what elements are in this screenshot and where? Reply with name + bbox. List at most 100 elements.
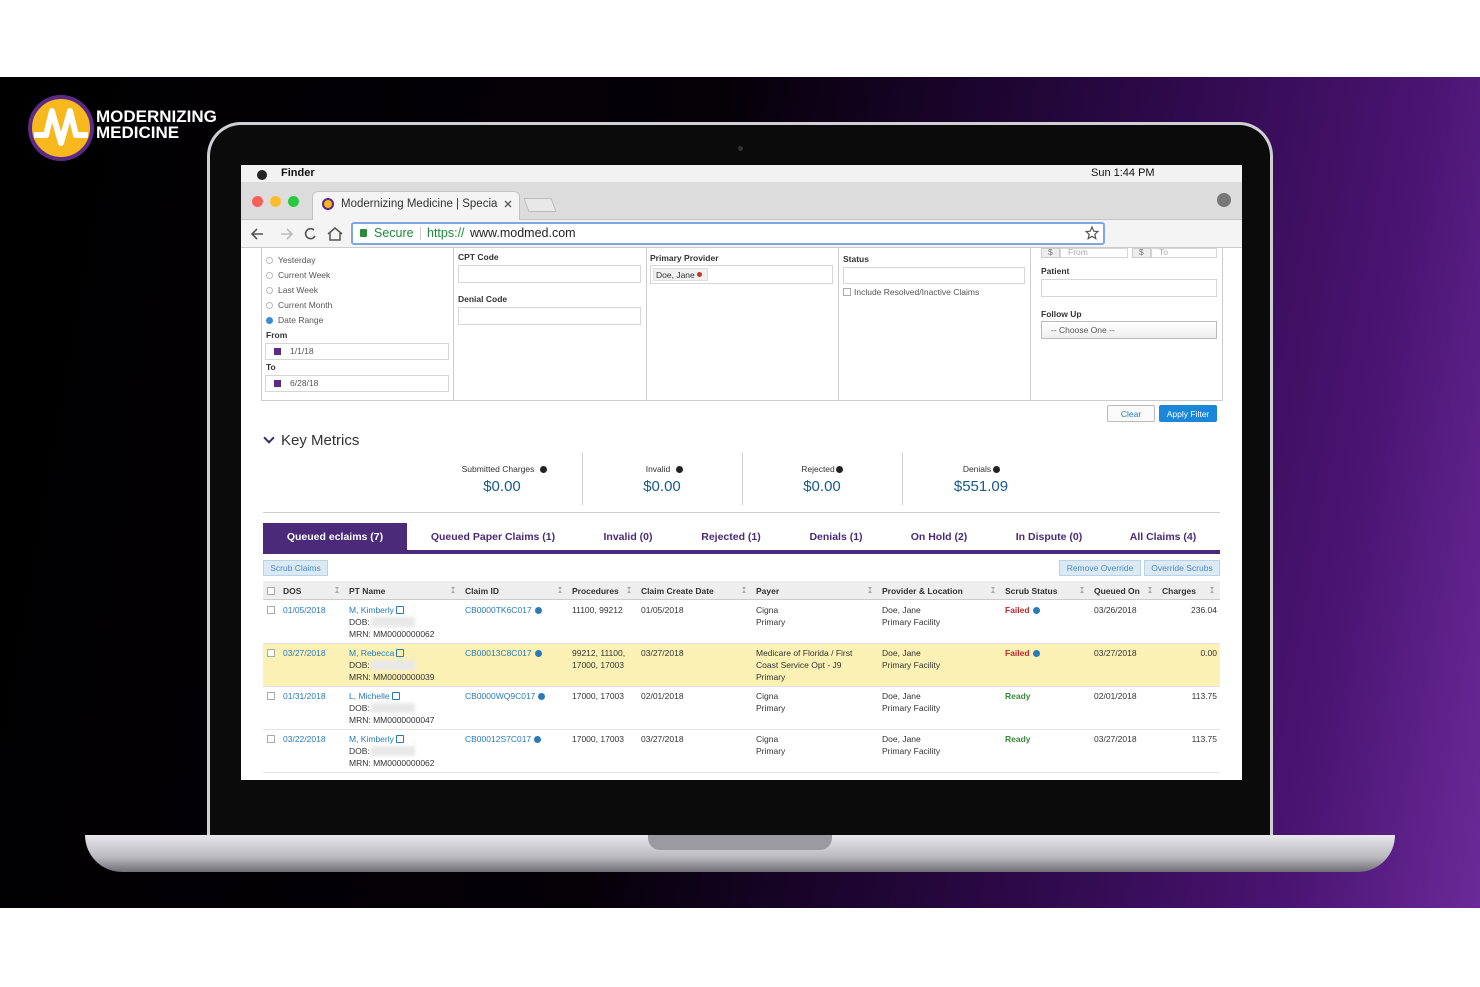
field-label: Primary Provider (650, 253, 719, 263)
tab[interactable]: In Dispute (0) (1015, 531, 1083, 543)
tab[interactable]: On Hold (2) (910, 531, 968, 543)
column-header[interactable]: Payer (756, 585, 780, 596)
external-link-icon[interactable] (392, 692, 400, 700)
tab[interactable]: Invalid (0) (603, 531, 653, 543)
select-input[interactable] (843, 267, 1025, 284)
metric-value: $0.00 (643, 478, 681, 495)
nav-buttons[interactable] (249, 226, 349, 242)
dob-label: DOB: (349, 617, 370, 627)
remove-override-button[interactable] (1059, 560, 1141, 576)
claim-id[interactable]: CB0000WQ9C017 (465, 691, 536, 701)
claim-id[interactable]: CB0000TK6C017 (465, 605, 532, 615)
date-input[interactable] (265, 375, 449, 392)
column-header[interactable]: PT Name (349, 585, 386, 596)
tab[interactable]: Queued Paper Claims (1) (430, 531, 556, 543)
patient-name[interactable]: M, Kimberly (349, 734, 394, 744)
dos[interactable]: 03/27/2018 (283, 648, 326, 658)
tab-active-bg[interactable] (263, 523, 407, 551)
sort-icon[interactable] (1148, 587, 1152, 593)
menubar-app: Finder (281, 167, 315, 179)
calendar-icon (274, 348, 281, 355)
radio[interactable] (266, 316, 273, 324)
column-divider (453, 248, 454, 401)
override-scrubs-button[interactable] (1144, 560, 1220, 576)
tab[interactable]: Queued eclaims (7) (286, 531, 384, 543)
chip-remove[interactable] (697, 272, 702, 277)
sort-icon[interactable] (991, 587, 995, 593)
column-header[interactable]: Procedures (572, 585, 619, 596)
sort-icon[interactable] (1210, 587, 1214, 593)
charges: 113.75 (1191, 691, 1217, 701)
checkbox[interactable] (267, 587, 275, 595)
profile-icon[interactable] (1217, 193, 1231, 207)
column-header[interactable]: Charges (1162, 585, 1197, 596)
sort-icon[interactable] (627, 587, 631, 593)
column-header[interactable]: Provider & Location (882, 585, 963, 596)
new-tab[interactable] (523, 198, 557, 212)
window-minimize[interactable] (270, 196, 281, 207)
sort-icon[interactable] (451, 587, 455, 593)
amount-input[interactable] (1151, 248, 1217, 258)
bookmark-star[interactable] (1085, 226, 1099, 240)
tab[interactable]: All Claims (4) (1129, 531, 1197, 543)
browser-tab[interactable] (312, 191, 520, 221)
column-header[interactable]: Scrub Status (1005, 585, 1058, 596)
checkbox[interactable] (267, 735, 275, 743)
sort-icon[interactable] (558, 587, 562, 593)
amount-input[interactable] (1060, 248, 1128, 258)
dos[interactable]: 01/31/2018 (283, 691, 326, 701)
field-label: To (266, 362, 276, 372)
checkbox[interactable] (843, 288, 851, 296)
procedures: 99212, 11100, 17000, 17003 (572, 648, 626, 670)
help-icon (993, 465, 1000, 473)
payer-rank: Primary (756, 746, 786, 756)
radio[interactable] (266, 286, 273, 294)
tab-close[interactable] (504, 200, 512, 208)
patient-name[interactable]: M, Kimberly (349, 605, 394, 615)
scrub-button[interactable] (263, 560, 328, 576)
patient-name[interactable]: L, Michelle (349, 691, 390, 701)
sort-icon[interactable] (742, 587, 746, 593)
column-header[interactable]: Queued On (1094, 585, 1140, 596)
radio[interactable] (266, 271, 273, 279)
chevron[interactable] (263, 432, 275, 444)
select-input[interactable] (1041, 321, 1217, 339)
column-header[interactable]: Claim ID (465, 585, 500, 596)
tab[interactable]: Denials (1) (809, 531, 863, 543)
text-input[interactable] (458, 307, 641, 325)
web-content: Yesterday Current Week Last Week Current Mo… (241, 248, 1242, 780)
tab[interactable]: Rejected (1) (701, 531, 761, 543)
text-input[interactable] (1041, 279, 1217, 297)
dos[interactable]: 01/05/2018 (283, 605, 326, 615)
sort-icon[interactable] (335, 587, 339, 593)
window-zoom[interactable] (288, 196, 299, 207)
claim-id[interactable]: CB00013C8C017 (465, 648, 532, 658)
patient-name[interactable]: M, Rebecca (349, 648, 395, 658)
external-link-icon[interactable] (396, 735, 404, 743)
payer: Medicare of Florida / First Coast Servic… (756, 648, 853, 670)
help-icon (676, 465, 683, 473)
checkbox[interactable] (267, 649, 275, 657)
scrub-status: Ready (1005, 734, 1031, 744)
sort-icon[interactable] (868, 587, 872, 593)
section-title[interactable]: Key Metrics (281, 432, 360, 449)
dos[interactable]: 03/22/2018 (283, 734, 326, 744)
address-bar[interactable] (351, 222, 1105, 245)
window-close[interactable] (252, 196, 263, 207)
apply-button[interactable] (1159, 405, 1217, 422)
clear-button[interactable] (1107, 405, 1155, 422)
external-link-icon[interactable] (396, 606, 404, 614)
column-header[interactable]: Claim Create Date (641, 585, 714, 596)
date-input[interactable] (265, 343, 449, 360)
text-input[interactable] (458, 265, 641, 283)
radio[interactable] (266, 301, 273, 309)
payer: Cigna (756, 691, 779, 701)
claim-create-date: 03/27/2018 (641, 734, 684, 744)
checkbox[interactable] (267, 692, 275, 700)
checkbox[interactable] (267, 606, 275, 614)
claim-id[interactable]: CB00012S7C017 (465, 734, 532, 744)
column-header[interactable]: DOS (283, 585, 302, 596)
external-link-icon[interactable] (396, 649, 404, 657)
sort-icon[interactable] (1080, 587, 1084, 593)
radio[interactable] (266, 256, 273, 264)
